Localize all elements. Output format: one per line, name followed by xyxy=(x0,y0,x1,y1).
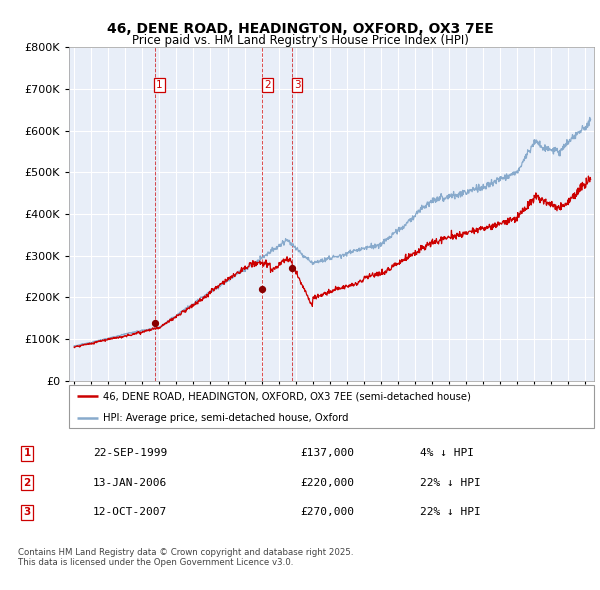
Text: 13-JAN-2006: 13-JAN-2006 xyxy=(93,478,167,487)
Text: 3: 3 xyxy=(293,80,300,90)
Text: 2: 2 xyxy=(23,478,31,487)
Text: 22% ↓ HPI: 22% ↓ HPI xyxy=(420,478,481,487)
Text: 12-OCT-2007: 12-OCT-2007 xyxy=(93,507,167,517)
Text: 3: 3 xyxy=(23,507,31,517)
Text: HPI: Average price, semi-detached house, Oxford: HPI: Average price, semi-detached house,… xyxy=(103,412,349,422)
Point xyxy=(287,263,297,273)
Text: Contains HM Land Registry data © Crown copyright and database right 2025.
This d: Contains HM Land Registry data © Crown c… xyxy=(18,548,353,567)
Text: £220,000: £220,000 xyxy=(300,478,354,487)
Text: 46, DENE ROAD, HEADINGTON, OXFORD, OX3 7EE (semi-detached house): 46, DENE ROAD, HEADINGTON, OXFORD, OX3 7… xyxy=(103,391,471,401)
Text: 1: 1 xyxy=(23,448,31,458)
Text: £270,000: £270,000 xyxy=(300,507,354,517)
Point xyxy=(257,284,267,294)
Text: 22-SEP-1999: 22-SEP-1999 xyxy=(93,448,167,458)
Text: 2: 2 xyxy=(264,80,271,90)
Text: Price paid vs. HM Land Registry's House Price Index (HPI): Price paid vs. HM Land Registry's House … xyxy=(131,34,469,47)
Text: 22% ↓ HPI: 22% ↓ HPI xyxy=(420,507,481,517)
Text: 1: 1 xyxy=(156,80,163,90)
Text: £137,000: £137,000 xyxy=(300,448,354,458)
Text: 46, DENE ROAD, HEADINGTON, OXFORD, OX3 7EE: 46, DENE ROAD, HEADINGTON, OXFORD, OX3 7… xyxy=(107,22,493,37)
Text: 4% ↓ HPI: 4% ↓ HPI xyxy=(420,448,474,458)
Point xyxy=(150,319,160,328)
